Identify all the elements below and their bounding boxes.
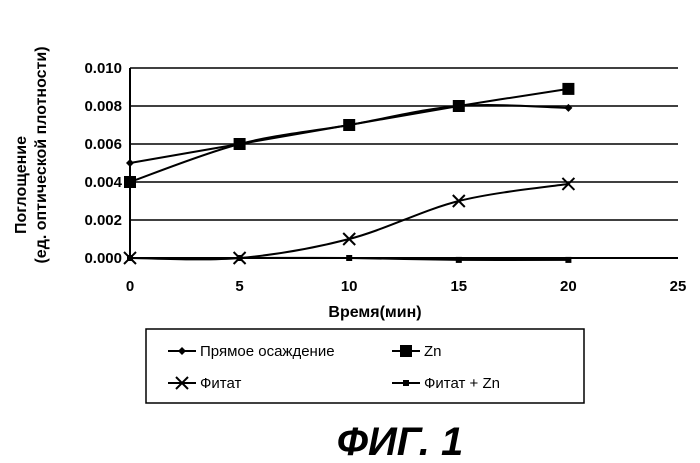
series-line xyxy=(130,105,568,163)
data-point xyxy=(343,119,355,131)
series-line xyxy=(130,89,568,182)
grid-lines xyxy=(130,68,678,220)
y-tick-labels: 0.000 0.002 0.004 0.006 0.008 0.010 xyxy=(84,60,122,267)
data-point xyxy=(127,255,133,261)
x-tick-label: 20 xyxy=(560,278,577,295)
y-tick-label: 0.004 xyxy=(84,174,122,191)
x-tick-label: 0 xyxy=(126,278,134,295)
x-tick-label: 5 xyxy=(235,278,243,295)
data-point xyxy=(343,233,355,245)
data-point xyxy=(124,176,136,188)
x-tick-label: 25 xyxy=(670,278,687,295)
legend-label: Фитат + Zn xyxy=(424,375,500,392)
data-point xyxy=(237,255,243,261)
legend-label: Прямое осаждение xyxy=(200,343,335,360)
legend-label: Фитат xyxy=(200,375,241,392)
legend: Прямое осаждение Zn Фитат Фитат + Zn xyxy=(146,329,584,403)
x-tick-labels: 0 5 10 15 20 25 xyxy=(126,278,687,295)
data-point xyxy=(456,257,462,263)
y-tick-label: 0.006 xyxy=(84,136,122,153)
series-line xyxy=(130,184,568,260)
data-point xyxy=(562,83,574,95)
y-tick-label: 0.010 xyxy=(84,60,122,77)
series-3 xyxy=(124,178,574,264)
legend-swatch-marker xyxy=(400,345,412,357)
data-point xyxy=(234,138,246,150)
legend-label: Zn xyxy=(424,343,442,360)
y-tick-label: 0.000 xyxy=(84,250,122,267)
x-axis-label: Время(мин) xyxy=(328,304,421,321)
data-point xyxy=(346,255,352,261)
y-axis-label-line2: (ед. оптической плотности) xyxy=(33,46,50,263)
x-tick-label: 15 xyxy=(450,278,467,295)
x-tick-label: 10 xyxy=(341,278,358,295)
data-point xyxy=(126,159,134,167)
series-group xyxy=(124,83,574,264)
y-axis-label-line1: Поглощение xyxy=(13,136,30,234)
axes xyxy=(130,68,678,258)
figure-caption: ФИГ. 1 xyxy=(337,420,464,463)
y-tick-label: 0.008 xyxy=(84,98,122,115)
legend-swatch-marker xyxy=(403,380,409,386)
data-point xyxy=(565,257,571,263)
series-1 xyxy=(126,102,572,167)
data-point xyxy=(564,104,572,112)
series-2 xyxy=(124,83,574,188)
y-tick-label: 0.002 xyxy=(84,212,122,229)
y-axis-label: Поглощение (ед. оптической плотности) xyxy=(13,46,50,263)
data-point xyxy=(453,100,465,112)
